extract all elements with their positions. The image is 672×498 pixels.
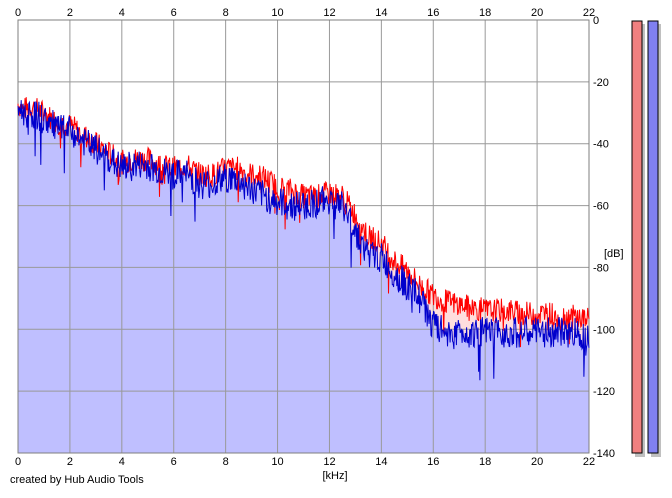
x-tick-label-bottom: 12 bbox=[323, 456, 335, 468]
x-tick-label-top: 6 bbox=[171, 7, 177, 19]
x-tick-label-bottom: 10 bbox=[271, 456, 283, 468]
y-tick-label: -120 bbox=[593, 386, 615, 398]
x-tick-label-top: 2 bbox=[67, 7, 73, 19]
y-tick-label: -80 bbox=[593, 262, 609, 274]
x-tick-label-top: 20 bbox=[531, 7, 543, 19]
difference-band bbox=[18, 97, 589, 381]
y-axis-label: [dB] bbox=[604, 248, 624, 260]
tick-labels: 002244668810101212141416161818202022220-… bbox=[15, 7, 615, 468]
x-tick-label-bottom: 2 bbox=[67, 456, 73, 468]
x-tick-label-top: 10 bbox=[271, 7, 283, 19]
x-tick-label-bottom: 22 bbox=[583, 456, 595, 468]
y-tick-label: -60 bbox=[593, 201, 609, 213]
x-tick-label-top: 14 bbox=[375, 7, 387, 19]
x-tick-label-bottom: 0 bbox=[15, 456, 21, 468]
y-tick-label: -100 bbox=[593, 324, 615, 336]
x-tick-label-bottom: 16 bbox=[427, 456, 439, 468]
grid-layer bbox=[17, 19, 590, 454]
area-layer bbox=[18, 97, 589, 453]
x-tick-label-bottom: 14 bbox=[375, 456, 387, 468]
y-tick-label: 0 bbox=[593, 15, 599, 27]
x-axis-label: [kHz] bbox=[322, 470, 347, 482]
x-tick-label-top: 16 bbox=[427, 7, 439, 19]
x-tick-label-bottom: 18 bbox=[479, 456, 491, 468]
spectrum-area bbox=[18, 100, 589, 453]
x-tick-label-top: 22 bbox=[583, 7, 595, 19]
level-meter-bar bbox=[647, 20, 659, 454]
y-tick-label: -140 bbox=[593, 448, 615, 460]
x-tick-label-top: 12 bbox=[323, 7, 335, 19]
plot-border bbox=[17, 19, 590, 454]
x-tick-label-top: 8 bbox=[223, 7, 229, 19]
x-tick-label-top: 0 bbox=[15, 7, 21, 19]
level-meters bbox=[631, 20, 661, 457]
x-tick-label-bottom: 8 bbox=[223, 456, 229, 468]
x-tick-label-top: 4 bbox=[119, 7, 125, 19]
series-line-blue bbox=[17, 100, 590, 381]
x-tick-label-top: 18 bbox=[479, 7, 491, 19]
level-meter-bar bbox=[631, 20, 643, 454]
x-tick-label-bottom: 6 bbox=[171, 456, 177, 468]
series-layer bbox=[17, 97, 590, 381]
y-tick-label: -20 bbox=[593, 77, 609, 89]
x-tick-label-bottom: 20 bbox=[531, 456, 543, 468]
credit-text: created by Hub Audio Tools bbox=[10, 474, 144, 486]
x-tick-label-bottom: 4 bbox=[119, 456, 125, 468]
y-tick-label: -40 bbox=[593, 139, 609, 151]
